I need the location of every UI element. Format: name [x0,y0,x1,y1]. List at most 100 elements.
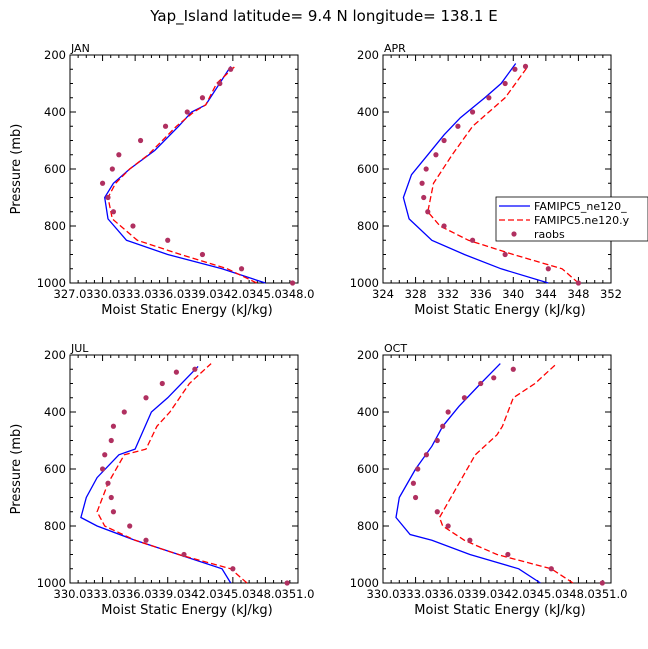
x-tick-label: 342.0 [497,587,530,601]
raobs-point [110,209,117,215]
raobs-point [130,223,136,229]
x-tick-label: 345.0 [216,587,249,601]
raobs-point [108,494,114,501]
x-tick-label: 330.0 [86,287,119,301]
plot-frame [382,54,612,284]
raobs-point [423,452,430,458]
y-tick-label: 800 [44,219,66,233]
raobs-point [502,80,508,87]
y-tick-label: 400 [44,105,66,119]
raobs-point [441,137,447,144]
raobs-point [199,251,206,258]
raobs-point [121,409,127,415]
raobs-point [445,523,451,529]
x-tick-label: 344 [535,287,557,301]
x-axis-label: Moist Static Energy (kJ/kg) [414,303,585,318]
raobs-point [467,537,473,543]
y-tick-label: 200 [44,48,66,62]
raobs-point [599,580,605,586]
raobs-point [423,166,429,172]
x-tick-label: 333.0 [119,287,152,301]
x-axis-label: Moist Static Energy (kJ/kg) [101,303,272,318]
raobs-point [162,123,169,129]
raobs-point [502,251,508,258]
raobs-point [102,452,108,458]
raobs-point [289,280,296,286]
raobs-point [433,152,439,158]
x-tick-label: 348.0 [249,587,282,601]
x-tick-label: 352 [600,287,622,301]
raobs-point [105,194,111,201]
raobs-point [99,180,106,186]
y-tick-label: 400 [44,405,66,419]
x-tick-label: 333.0 [399,587,432,601]
x-tick-label: 342.0 [216,287,249,301]
raobs-point [415,466,421,472]
y-tick-label: 800 [357,519,379,533]
x-tick-label: 345.0 [249,287,282,301]
raobs-point [410,480,416,486]
raobs-point [116,152,122,158]
x-tick-label: 345.0 [529,587,562,601]
raobs-point [469,109,476,115]
x-tick-label: 336.0 [119,587,152,601]
x-tick-label: 348.0 [562,587,595,601]
raobs-point [575,280,582,286]
x-tick-label: 327.0 [54,287,87,301]
raobs-point [217,80,223,87]
x-tick-label: 328 [405,287,427,301]
raobs-point [478,380,484,387]
model-dashed-line [107,65,257,284]
raobs-point [486,95,492,101]
x-tick-label: 339.0 [151,587,184,601]
raobs-point [512,66,518,72]
x-tick-label: 340 [502,287,524,301]
raobs-point [105,480,111,486]
x-tick-label: 332 [437,287,459,301]
raobs-point [461,395,468,401]
model-solid-line [104,66,266,284]
legend-box [495,196,648,242]
raobs-point [109,166,115,172]
y-tick-label: 200 [44,348,66,362]
raobs-point [184,109,190,115]
legend-label: FAMIPC5.ne120.y [534,214,630,227]
y-tick-label: 1000 [350,576,379,590]
raobs-point [505,551,511,558]
legend-marker-raobs [511,231,517,237]
raobs-point [412,494,419,501]
panel-label: JUL [70,342,89,355]
panels: 327.0 330.0 333.0 336.0 339.0 342.0 345.0 348.0… [9,42,627,618]
raobs-point [434,437,440,444]
y-tick-label: 600 [44,162,66,176]
raobs-point [469,237,476,243]
raobs-point [137,137,144,144]
raobs-point [421,194,427,201]
y-tick-label: 600 [357,462,379,476]
raobs-point [127,523,133,529]
x-tick-label: 339.0 [184,287,217,301]
x-axis-label: Moist Static Energy (kJ/kg) [101,603,272,618]
x-tick-label: 324 [372,287,394,301]
x-axis-label: Moist Static Energy (kJ/kg) [414,603,585,618]
raobs-point [165,237,171,243]
raobs-point [192,366,198,372]
x-tick-label: 330.0 [367,587,400,601]
raobs-point [228,66,234,72]
y-tick-label: 1000 [37,576,66,590]
y-tick-label: 600 [44,462,66,476]
y-tick-label: 200 [357,348,379,362]
y-tick-label: 400 [357,105,379,119]
y-tick-label: 1000 [350,276,379,290]
model-dashed-line [438,363,574,584]
y-tick-label: 400 [357,405,379,419]
panel-oct: 330.0 333.0 336.0 339.0 342.0 345.0 348.0 351.0… [350,342,628,618]
plot-frame [69,54,299,284]
x-tick-label: 336.0 [432,587,465,601]
raobs-point [425,209,431,215]
raobs-point [545,266,551,272]
x-tick-label: 333.0 [86,587,119,601]
x-tick-label: 342.0 [184,587,217,601]
